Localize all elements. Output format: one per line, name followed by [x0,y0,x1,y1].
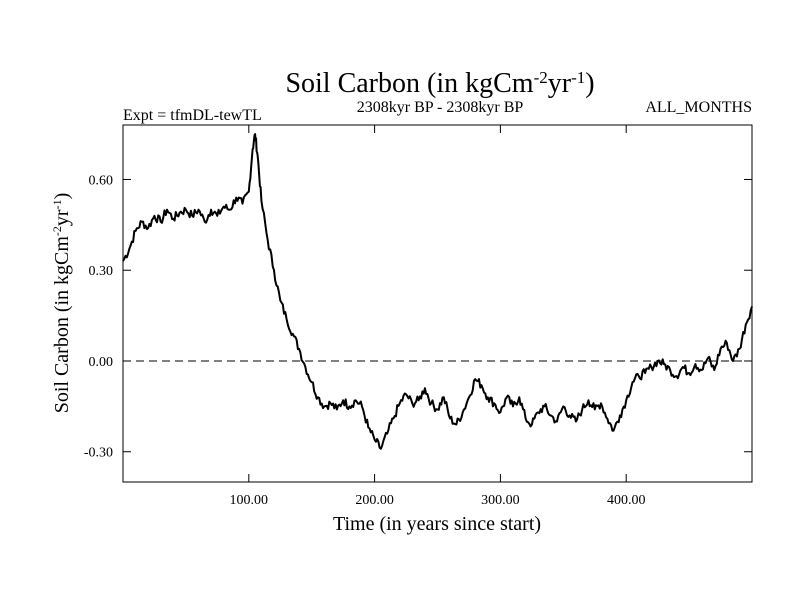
y-tick-label: 0.00 [89,355,114,370]
expt-label: Expt = tfmDL-tewTL [123,107,262,124]
soil-carbon-line [122,133,753,450]
y-axis-label: Soil Carbon (in kgCm-2yr-1) [50,193,73,414]
y-tick-label: -0.30 [84,446,113,461]
x-tick-label: 100.00 [230,493,269,508]
y-axis-ticks: -0.30 0.00 0.30 0.60 [84,173,752,461]
period-label: 2308kyr BP - 2308kyr BP [357,99,524,116]
x-axis-label: Time (in years since start) [333,513,541,535]
x-tick-label: 400.00 [607,493,646,508]
x-tick-label: 200.00 [355,493,394,508]
x-tick-label: 300.00 [481,493,520,508]
plot-frame [122,124,753,483]
y-tick-label: 0.30 [89,264,114,279]
x-axis-ticks: 100.00 200.00 300.00 400.00 [230,125,646,508]
y-tick-label: 0.60 [89,173,114,188]
chart-title: Soil Carbon (in kgCm-2yr-1) [285,68,594,100]
months-label: ALL_MONTHS [645,99,752,116]
